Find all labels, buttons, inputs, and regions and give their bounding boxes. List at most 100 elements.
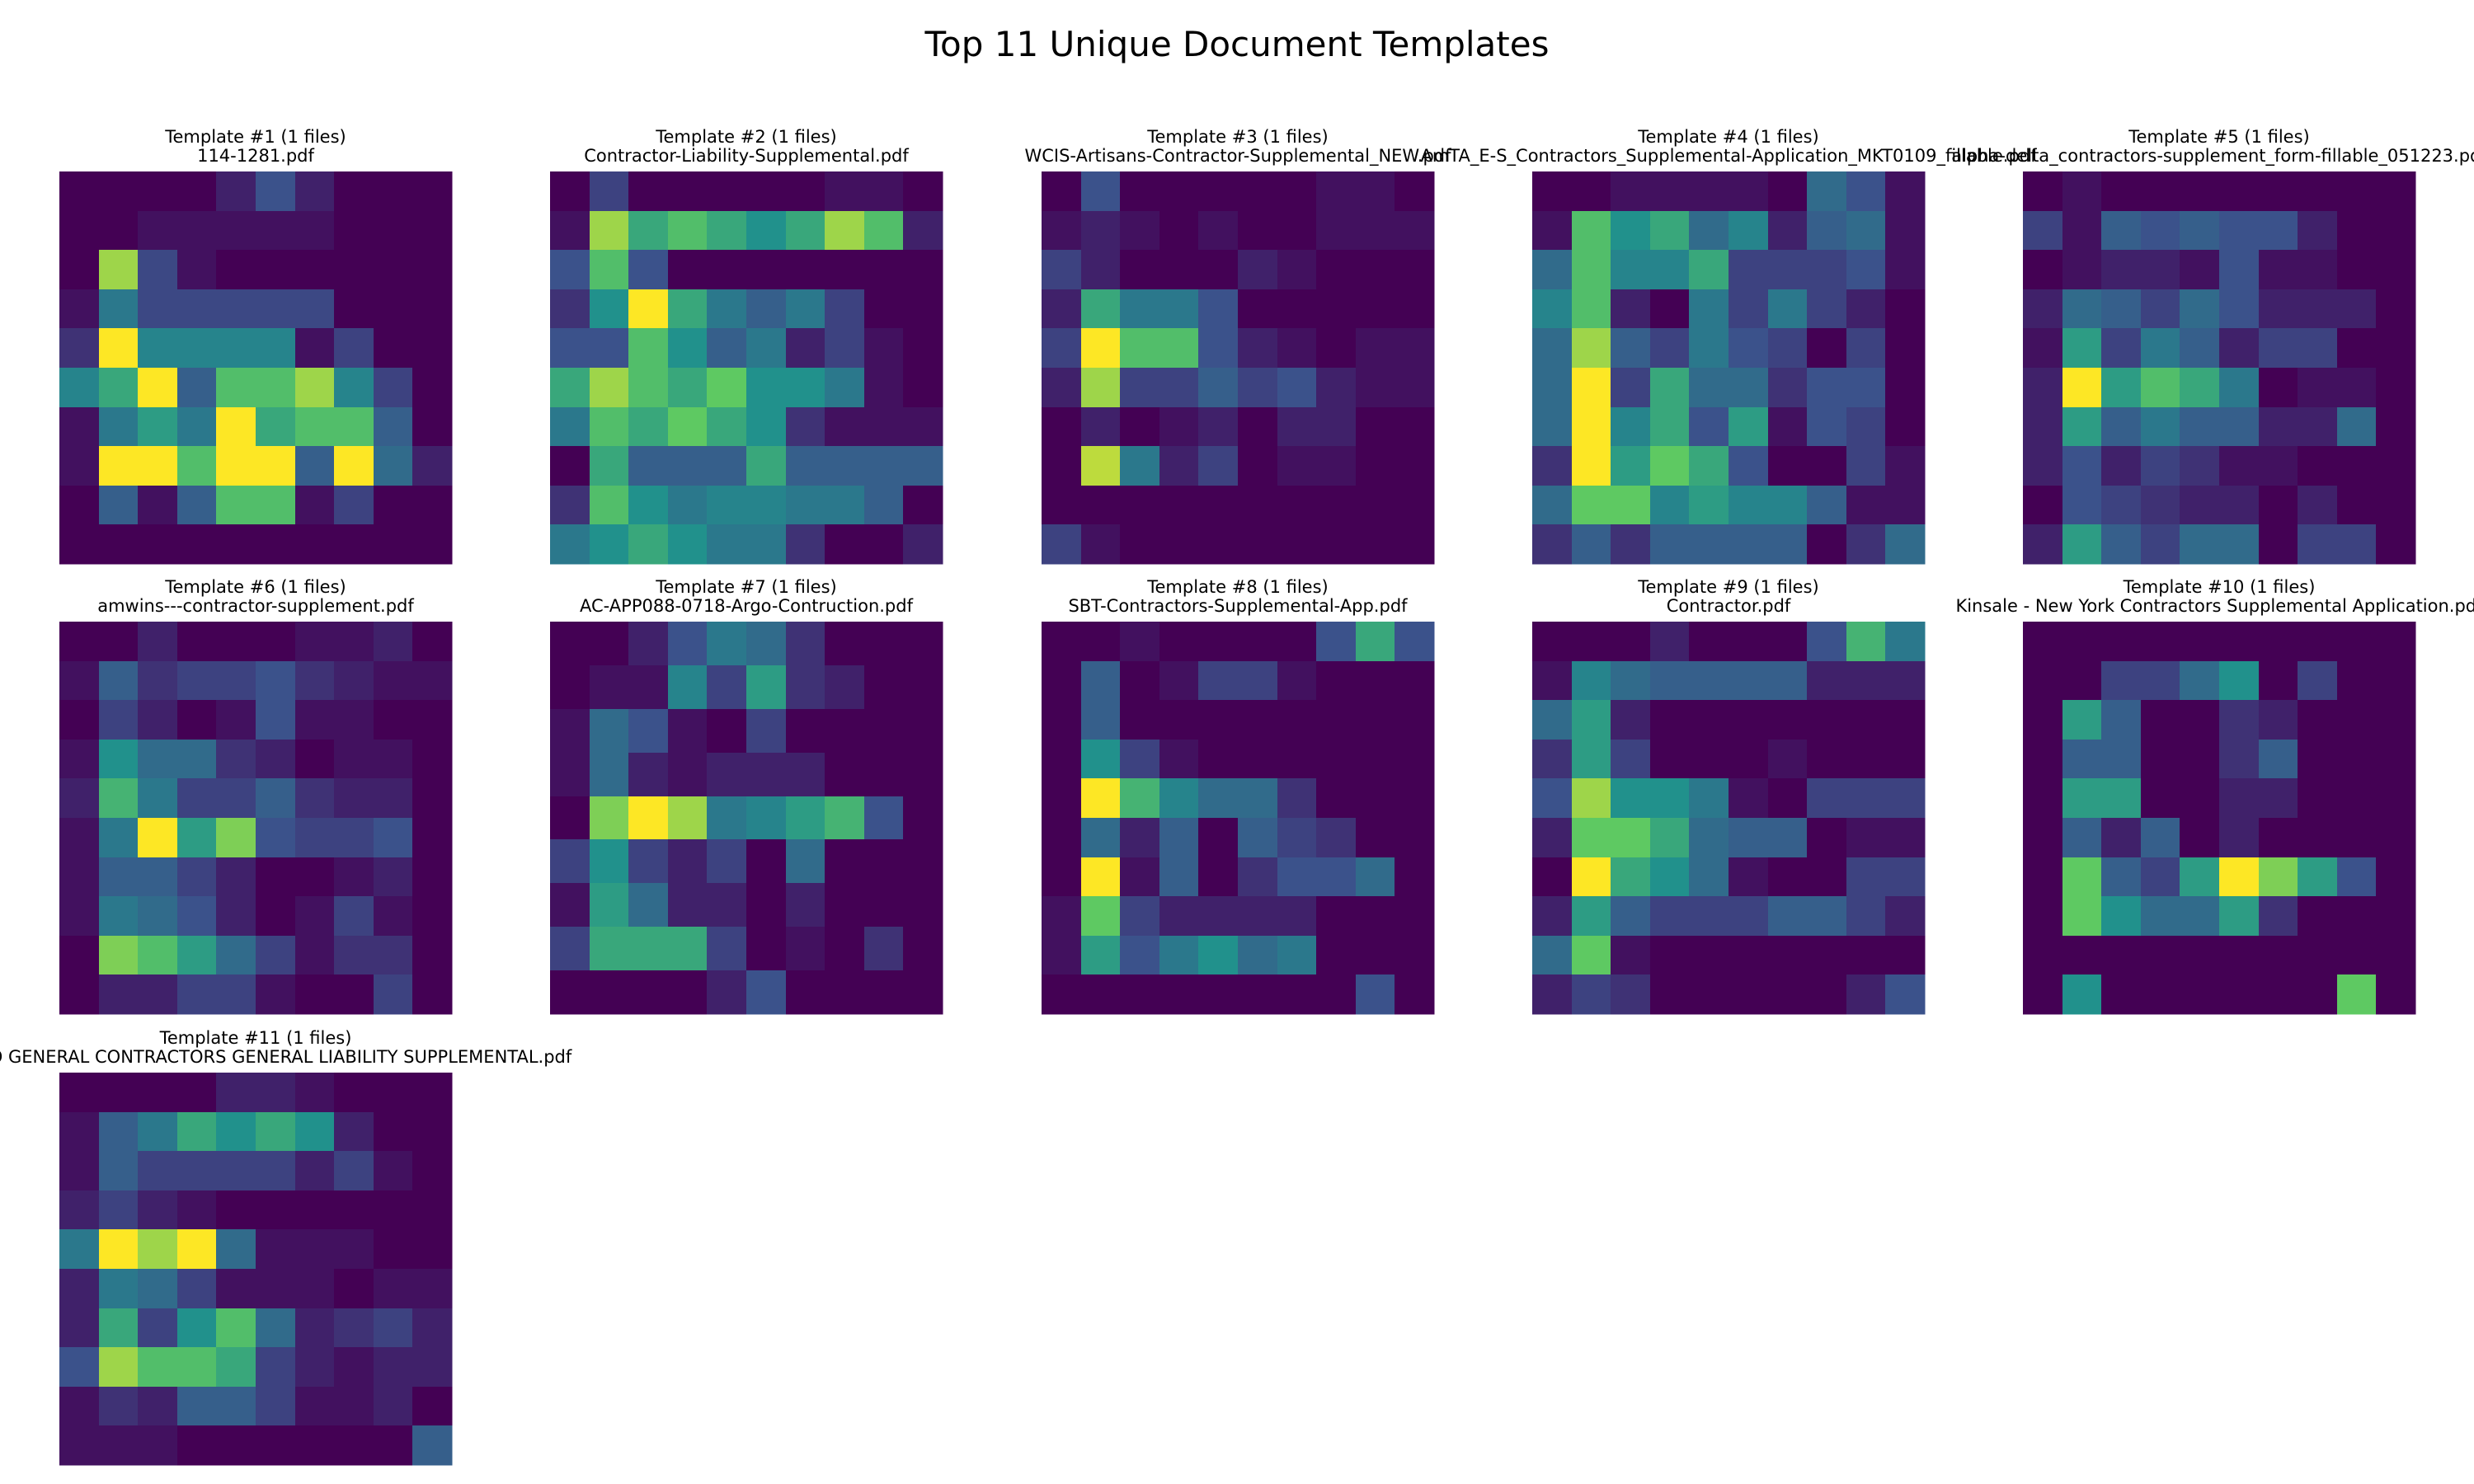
heatmap-cell — [138, 1308, 178, 1348]
heatmap-cell — [1316, 368, 1357, 408]
heatmap-cell — [2219, 289, 2260, 329]
heatmap-cell — [216, 328, 256, 369]
heatmap-cell — [1650, 250, 1690, 290]
heatmap-cell — [1689, 818, 1729, 858]
heatmap-cell — [216, 211, 256, 251]
heatmap-cell — [1316, 211, 1357, 251]
heatmap-cell — [2023, 818, 2063, 858]
heatmap-cell — [2337, 896, 2377, 937]
heatmap-cell — [1316, 974, 1357, 1015]
heatmap-cell — [1238, 818, 1278, 858]
heatmap-cell — [2062, 936, 2102, 975]
heatmap-cell — [1277, 818, 1317, 858]
heatmap-cell — [628, 486, 669, 525]
heatmap-cell — [2023, 211, 2063, 251]
heatmap-cell — [256, 1425, 296, 1466]
heatmap-cell — [412, 700, 453, 740]
heatmap-cell — [177, 1190, 217, 1230]
heatmap-cell — [2219, 818, 2260, 858]
heatmap-cell — [864, 883, 904, 928]
heatmap-cell — [99, 974, 139, 1015]
heatmap-cell — [2376, 407, 2416, 447]
heatmap-cell — [99, 700, 139, 740]
heatmap-cell — [334, 171, 374, 212]
heatmap-cell — [628, 289, 669, 329]
heatmap-cell — [1885, 446, 1926, 486]
heatmap-cell — [138, 1387, 178, 1426]
heatmap-cell — [628, 665, 669, 710]
heatmap-cell — [668, 171, 708, 212]
heatmap-cell — [99, 1073, 139, 1113]
heatmap-cell — [1159, 250, 1199, 290]
heatmap-cell — [786, 250, 825, 290]
heatmap-cell — [1532, 446, 1573, 486]
heatmap-cell — [746, 171, 787, 212]
heatmap-cell — [1729, 740, 1769, 779]
heatmap-cell — [2141, 289, 2180, 329]
panel-title: Template #4 (1 files) — [1637, 127, 1818, 147]
heatmap-cell — [825, 524, 865, 565]
heatmap-cell — [1042, 857, 1082, 897]
heatmap-cell — [628, 250, 669, 290]
heatmap-cell — [2259, 171, 2298, 212]
heatmap-cell — [334, 1112, 374, 1152]
heatmap-cell — [1159, 740, 1199, 779]
heatmap-cell — [550, 446, 590, 486]
heatmap-cell — [59, 936, 100, 975]
heatmap-cell — [99, 1387, 139, 1426]
heatmap-cell — [295, 368, 335, 408]
heatmap-cell — [864, 622, 904, 666]
heatmap-cell — [2062, 818, 2102, 858]
heatmap-cell — [256, 446, 296, 486]
heatmap-cell — [2023, 289, 2063, 329]
heatmap-cell — [1042, 486, 1082, 525]
heatmap-cell — [1885, 289, 1926, 329]
heatmap-cell — [334, 1425, 374, 1466]
heatmap-cell — [59, 1387, 100, 1426]
heatmap-cell — [2101, 740, 2142, 779]
heatmap-cell — [550, 486, 590, 525]
heatmap-cell — [334, 289, 374, 329]
heatmap-cell — [1572, 778, 1611, 819]
heatmap-cell — [1572, 622, 1611, 662]
heatmap-cell — [1356, 328, 1395, 369]
heatmap-cell — [2062, 857, 2102, 897]
heatmap-cell — [1081, 486, 1121, 525]
heatmap-cell — [2101, 524, 2142, 565]
heatmap-cell — [2101, 622, 2142, 662]
heatmap-cell — [1768, 818, 1808, 858]
heatmap-cell — [746, 328, 787, 369]
heatmap-cell — [550, 927, 590, 971]
heatmap-cell — [1316, 661, 1357, 701]
heatmap-cell — [628, 709, 669, 754]
heatmap-cell — [1885, 661, 1926, 701]
heatmap-cell — [1159, 486, 1199, 525]
heatmap-cell — [2219, 446, 2260, 486]
heatmap-cell — [2180, 250, 2220, 290]
heatmap-cell — [1277, 857, 1317, 897]
heatmap-cell — [707, 289, 747, 329]
heatmap-cell — [590, 328, 629, 369]
heatmap-cell — [2259, 740, 2298, 779]
heatmap-cell — [1120, 446, 1160, 486]
heatmap-cell — [138, 700, 178, 740]
heatmap-cell — [1395, 778, 1435, 819]
heatmap-panel-10: Template #10 (1 files)Kinsale - New York… — [1955, 577, 2474, 1015]
heatmap-cell — [1768, 171, 1808, 212]
heatmap-cell — [334, 1151, 374, 1191]
heatmap-cell — [628, 328, 669, 369]
heatmap-cell — [1198, 740, 1239, 779]
heatmap-cell — [2023, 661, 2063, 701]
heatmap-cell — [59, 1190, 100, 1230]
heatmap-cell — [295, 1073, 335, 1113]
heatmap-cell — [256, 661, 296, 701]
heatmap-cell — [138, 740, 178, 779]
heatmap-cell — [786, 970, 825, 1015]
heatmap-cell — [1198, 211, 1239, 251]
heatmap-cell — [177, 1347, 217, 1388]
heatmap-cell — [2298, 778, 2338, 819]
heatmap-cell — [216, 1151, 256, 1191]
heatmap-cell — [2101, 661, 2142, 701]
heatmap-cell — [1395, 171, 1435, 212]
panel-title: Template #9 (1 files) — [1637, 577, 1818, 597]
